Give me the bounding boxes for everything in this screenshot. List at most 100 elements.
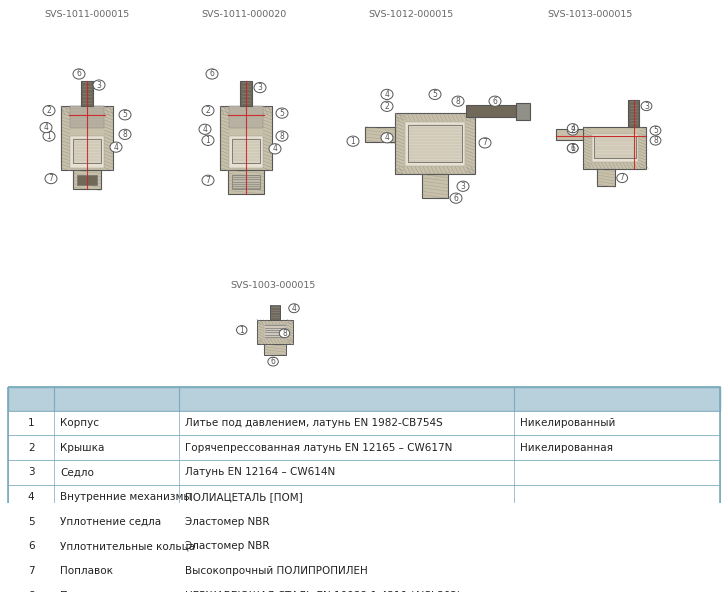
Bar <box>556 129 584 140</box>
Text: МАТЕРИАЛ: МАТЕРИАЛ <box>320 394 373 403</box>
Text: Высокопрочный ПОЛИПРОПИЛЕН: Высокопрочный ПОЛИПРОПИЛЕН <box>185 566 368 576</box>
Bar <box>8 387 720 592</box>
Text: Пружина: Пружина <box>60 591 111 592</box>
Text: 3: 3 <box>97 81 101 89</box>
Bar <box>70 107 104 127</box>
Bar <box>8 436 720 460</box>
Bar <box>8 411 720 436</box>
Text: 5: 5 <box>432 90 438 99</box>
Text: 3: 3 <box>28 468 34 477</box>
Circle shape <box>567 143 578 153</box>
Bar <box>70 136 104 168</box>
Circle shape <box>617 173 628 182</box>
Circle shape <box>457 181 469 191</box>
Text: Латунь EN 12164 – CW614N: Латунь EN 12164 – CW614N <box>185 468 335 477</box>
Bar <box>257 320 293 344</box>
Bar <box>232 140 260 163</box>
Bar <box>73 170 101 189</box>
Text: 8: 8 <box>282 329 287 338</box>
Circle shape <box>347 136 359 146</box>
Bar <box>73 140 101 163</box>
Circle shape <box>650 136 661 145</box>
Text: Внутренние механизмы: Внутренние механизмы <box>60 492 192 502</box>
Text: 6: 6 <box>28 542 34 551</box>
Text: ПРИМЕЧАНИЕ: ПРИМЕЧАНИЕ <box>584 394 650 403</box>
Text: НЕРЖАВЕЮЩАЯ СТАЛЬ EN 10088-1.4310 (AISI 302): НЕРЖАВЕЮЩАЯ СТАЛЬ EN 10088-1.4310 (AISI … <box>185 591 461 592</box>
Circle shape <box>381 89 393 99</box>
Circle shape <box>641 101 652 111</box>
Bar <box>628 100 639 127</box>
Bar <box>365 127 395 142</box>
Text: Эластомер NBR: Эластомер NBR <box>185 542 269 551</box>
Text: SVS-1012-000015: SVS-1012-000015 <box>368 10 454 19</box>
Circle shape <box>237 326 247 334</box>
Text: 7: 7 <box>205 176 210 185</box>
Bar <box>408 125 462 162</box>
Circle shape <box>73 69 85 79</box>
Circle shape <box>452 96 464 107</box>
Text: 1: 1 <box>28 418 34 428</box>
Circle shape <box>567 126 578 135</box>
Text: Корпус: Корпус <box>60 418 99 428</box>
Text: 8: 8 <box>653 136 658 145</box>
Text: № ПОЗ.: № ПОЗ. <box>13 394 50 403</box>
Circle shape <box>202 105 214 115</box>
Bar <box>264 325 286 338</box>
Text: 6: 6 <box>76 69 82 79</box>
Circle shape <box>254 82 266 93</box>
Text: Уплотнительные кольца: Уплотнительные кольца <box>60 542 195 551</box>
Bar <box>8 583 720 592</box>
Circle shape <box>93 80 105 90</box>
Text: 5: 5 <box>28 517 34 527</box>
Text: 5: 5 <box>280 108 285 118</box>
Text: 8: 8 <box>122 130 127 139</box>
Text: 3: 3 <box>258 83 262 92</box>
Text: 7: 7 <box>28 566 34 576</box>
Circle shape <box>206 69 218 79</box>
Circle shape <box>650 126 661 135</box>
Circle shape <box>567 143 578 153</box>
Circle shape <box>450 193 462 203</box>
Text: 3: 3 <box>644 102 649 111</box>
Bar <box>8 559 720 583</box>
Text: SVS-1011-000015: SVS-1011-000015 <box>44 10 130 19</box>
Text: 6: 6 <box>210 69 215 79</box>
Text: 2: 2 <box>47 106 52 115</box>
Bar <box>61 107 113 170</box>
Circle shape <box>45 173 57 184</box>
Text: 4: 4 <box>384 133 389 142</box>
Text: 2: 2 <box>384 102 389 111</box>
Circle shape <box>202 135 214 146</box>
Text: 2: 2 <box>28 443 34 453</box>
Bar <box>422 174 448 198</box>
Bar <box>270 305 280 320</box>
Circle shape <box>567 124 578 133</box>
Bar <box>8 460 720 485</box>
Circle shape <box>202 175 214 185</box>
Text: НАИМЕНОВАНИЕ: НАИМЕНОВАНИЕ <box>76 394 157 403</box>
Text: 7: 7 <box>49 174 53 183</box>
Text: Никелированная: Никелированная <box>520 443 612 453</box>
Text: Крышка: Крышка <box>60 443 105 453</box>
Text: 6: 6 <box>570 144 575 153</box>
Text: 1: 1 <box>351 137 355 146</box>
Bar <box>229 107 263 127</box>
Text: 1: 1 <box>570 144 575 153</box>
Bar <box>8 387 720 411</box>
Bar <box>240 81 252 107</box>
Bar <box>395 113 475 174</box>
Bar <box>8 534 720 559</box>
Bar <box>597 169 615 186</box>
Text: Эластомер NBR: Эластомер NBR <box>185 517 269 527</box>
Bar <box>584 127 646 169</box>
Text: ПОЛИАЦЕТАЛЬ [ПОМ]: ПОЛИАЦЕТАЛЬ [ПОМ] <box>185 492 303 502</box>
Circle shape <box>43 105 55 115</box>
Circle shape <box>381 101 393 111</box>
Circle shape <box>43 131 55 141</box>
Text: Никелированный: Никелированный <box>520 418 615 428</box>
Circle shape <box>119 110 131 120</box>
Bar <box>220 107 272 170</box>
Text: 6: 6 <box>493 96 497 106</box>
Text: 4: 4 <box>44 123 49 132</box>
Bar <box>77 175 97 185</box>
